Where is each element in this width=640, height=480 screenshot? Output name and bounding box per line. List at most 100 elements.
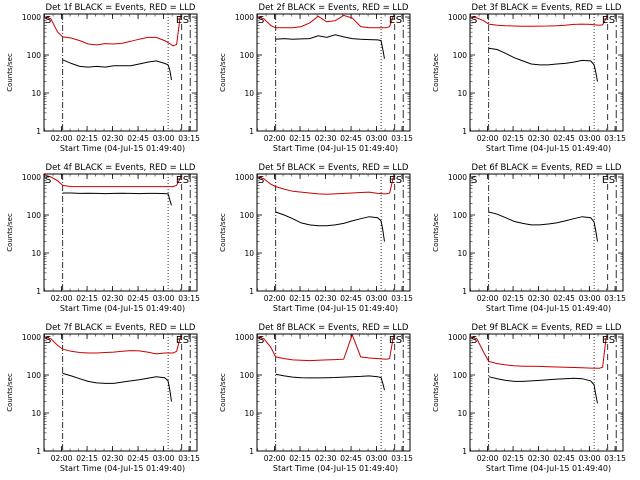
- y-tick-label: 1: [462, 447, 467, 456]
- x-tick-label: 03:00: [579, 454, 601, 463]
- y-tick-label: 100: [453, 371, 468, 380]
- marker-s: S: [45, 175, 51, 186]
- x-tick-label: 03:00: [366, 454, 388, 463]
- x-tick-label: 03:00: [153, 454, 175, 463]
- series-events: [275, 373, 385, 391]
- y-tick-label: 100: [240, 51, 255, 60]
- series-events: [488, 211, 598, 242]
- panel-det-9: Det 9f BLACK = Events, RED = LLD Counts/s…: [432, 323, 626, 473]
- x-tick-label: 03:00: [579, 294, 601, 303]
- marker-s: S: [471, 335, 477, 346]
- marker-s: S: [258, 175, 264, 186]
- y-tick-label: 1: [249, 287, 254, 296]
- x-tick-label: 03:15: [604, 294, 626, 303]
- y-tick-label: 100: [453, 51, 468, 60]
- series-events: [62, 59, 172, 81]
- chart-title: Det 3f BLACK = Events, RED = LLD: [472, 3, 622, 13]
- marker-e: E: [176, 335, 182, 346]
- y-tick-label: 10: [457, 89, 467, 98]
- marker-e: E: [176, 175, 182, 186]
- marker-s: S: [471, 175, 477, 186]
- x-axis-label: Start Time (04-Jul-15 01:49:40): [273, 144, 398, 153]
- series-events: [62, 372, 172, 402]
- x-tick-label: 02:30: [102, 294, 124, 303]
- y-tick-label: 10: [31, 89, 41, 98]
- series-events: [62, 192, 172, 206]
- series-lld: [43, 174, 183, 188]
- plot-frame: [256, 13, 411, 132]
- x-tick-label: 03:00: [153, 294, 175, 303]
- y-axis-label: Counts/sec: [219, 373, 227, 412]
- series-lld: [256, 333, 396, 362]
- x-tick-label: 02:00: [51, 294, 73, 303]
- y-tick-label: 10: [244, 409, 254, 418]
- x-axis-label: Start Time (04-Jul-15 01:49:40): [273, 304, 398, 313]
- plot-frame: [256, 333, 411, 452]
- plot-frame: [469, 173, 624, 292]
- plot-frame: [43, 173, 198, 292]
- y-axis-label: Counts/sec: [219, 53, 227, 92]
- panel-det-1: Det 1f BLACK = Events, RED = LLD Counts/s…: [6, 3, 200, 153]
- x-tick-label: 03:15: [391, 454, 413, 463]
- x-tick-label: 02:15: [289, 134, 311, 143]
- panel-det-6: Det 6f BLACK = Events, RED = LLD Counts/s…: [432, 163, 626, 313]
- marker-s: S: [471, 15, 477, 26]
- panel-det-5: Det 5f BLACK = Events, RED = LLD Counts/s…: [219, 163, 413, 313]
- y-axis-label: Counts/sec: [6, 53, 14, 92]
- marker-e: E: [389, 335, 395, 346]
- y-tick-label: 10: [457, 249, 467, 258]
- series-lld: [469, 15, 609, 27]
- marker-e: E: [389, 15, 395, 26]
- x-tick-label: 02:45: [340, 454, 362, 463]
- x-tick-label: 02:15: [76, 134, 98, 143]
- x-tick-label: 02:00: [51, 454, 73, 463]
- x-tick-label: 03:15: [178, 134, 200, 143]
- chart-title: Det 6f BLACK = Events, RED = LLD: [472, 163, 622, 173]
- panel-det-7: Det 7f BLACK = Events, RED = LLD Counts/s…: [6, 323, 200, 473]
- x-tick-label: 03:15: [604, 134, 626, 143]
- series-events: [275, 34, 385, 59]
- x-tick-label: 03:15: [178, 294, 200, 303]
- marker-s: S: [396, 15, 402, 26]
- x-tick-label: 02:15: [502, 294, 524, 303]
- marker-s: S: [183, 15, 189, 26]
- y-tick-label: 1000: [235, 13, 254, 22]
- chart-title: Det 4f BLACK = Events, RED = LLD: [46, 163, 196, 173]
- plot-frame: [469, 333, 624, 452]
- series-events: [488, 47, 598, 82]
- marker-s: S: [45, 335, 51, 346]
- x-tick-label: 03:15: [391, 294, 413, 303]
- series-events: [275, 211, 385, 242]
- y-axis-label: Counts/sec: [6, 373, 14, 412]
- marker-s: S: [609, 335, 615, 346]
- x-tick-label: 02:30: [315, 294, 337, 303]
- x-tick-label: 02:00: [477, 134, 499, 143]
- x-tick-label: 02:45: [127, 134, 149, 143]
- y-tick-label: 1: [36, 447, 41, 456]
- marker-e: E: [602, 15, 608, 26]
- x-tick-label: 02:00: [51, 134, 73, 143]
- x-tick-label: 02:00: [264, 294, 286, 303]
- x-tick-label: 02:45: [553, 294, 575, 303]
- y-tick-label: 10: [31, 249, 41, 258]
- y-tick-label: 10: [244, 249, 254, 258]
- y-tick-label: 10: [244, 89, 254, 98]
- y-axis-label: Counts/sec: [6, 213, 14, 252]
- x-tick-label: 02:30: [315, 454, 337, 463]
- series-lld: [256, 14, 396, 29]
- x-tick-label: 03:15: [604, 454, 626, 463]
- y-axis-label: Counts/sec: [432, 53, 440, 92]
- series-lld: [43, 335, 183, 355]
- chart-title: Det 7f BLACK = Events, RED = LLD: [46, 323, 196, 333]
- x-tick-label: 02:45: [553, 454, 575, 463]
- x-tick-label: 03:00: [579, 134, 601, 143]
- y-tick-label: 1000: [22, 333, 41, 342]
- x-tick-label: 03:00: [366, 294, 388, 303]
- marker-e: E: [602, 335, 608, 346]
- x-tick-label: 02:15: [289, 294, 311, 303]
- x-axis-label: Start Time (04-Jul-15 01:49:40): [486, 144, 611, 153]
- x-tick-label: 02:30: [528, 134, 550, 143]
- y-tick-label: 1: [36, 287, 41, 296]
- x-tick-label: 02:30: [528, 454, 550, 463]
